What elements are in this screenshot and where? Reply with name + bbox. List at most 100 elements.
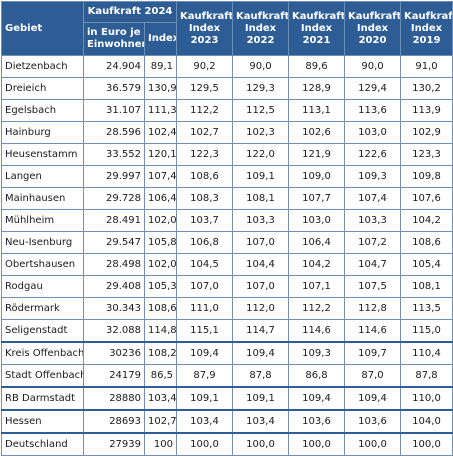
- cell-index-2023: 107,0: [176, 275, 233, 298]
- header-kaufkraft-2024: Kaufkraft 2024: [83, 1, 177, 23]
- cell-index-2023: 90,2: [176, 55, 233, 78]
- cell-index-2021: 128,9: [288, 77, 345, 100]
- header-index-2023: Kaufkraft-Index 2023: [176, 1, 233, 56]
- header-index-2019: Kaufkraft-Index 2019: [400, 1, 453, 56]
- cell-index: 105,3: [144, 275, 177, 298]
- cell-index-2020: 129,4: [344, 77, 401, 100]
- cell-index-2023: 103,4: [176, 409, 233, 434]
- cell-index: 114,8: [144, 319, 177, 343]
- cell-index-2021: 109,3: [288, 341, 345, 365]
- cell-gebiet: Heusenstamm: [1, 143, 84, 166]
- table-row: Langen 29.997 107,4 108,6 109,1 109,0 109,3 109…: [1, 165, 453, 188]
- cell-index-2023: 109,4: [176, 341, 233, 365]
- cell-index: 108,6: [144, 297, 177, 320]
- cell-index-2020: 103,0: [344, 121, 401, 144]
- cell-index-2023: 108,3: [176, 187, 233, 210]
- cell-index-2022: 112,5: [232, 99, 289, 122]
- cell-index: 100: [144, 432, 177, 456]
- cell-gebiet: Rödermark: [1, 297, 84, 320]
- cell-index-2021: 100,0: [288, 432, 345, 456]
- cell-index-2019: 102,9: [400, 121, 453, 144]
- cell-index-2021: 114,6: [288, 319, 345, 343]
- cell-index: 102,0: [144, 253, 177, 276]
- cell-gebiet: Rodgau: [1, 275, 84, 298]
- cell-index: 103,4: [144, 386, 177, 411]
- cell-index-2022: 102,3: [232, 121, 289, 144]
- cell-gebiet: Hessen: [1, 409, 84, 434]
- table-row: Neu-Isenburg 29.547 105,8 106,8 107,0 106,4 10…: [1, 231, 453, 254]
- cell-euro: 28.498: [83, 253, 145, 276]
- cell-index-2019: 107,6: [400, 187, 453, 210]
- cell-index-2022: 87,8: [232, 364, 289, 388]
- table-row: Dietzenbach 24.904 89,1 90,2 90,0 89,6 90,0 91,…: [1, 55, 453, 78]
- cell-index-2022: 109,1: [232, 165, 289, 188]
- cell-index-2021: 109,4: [288, 386, 345, 411]
- cell-index-2023: 112,2: [176, 99, 233, 122]
- header-gebiet: Gebiet: [1, 1, 84, 56]
- header-index-2022: Kaufkraft-Index 2022: [232, 1, 289, 56]
- cell-index-2022: 100,0: [232, 432, 289, 456]
- cell-index-2021: 109,0: [288, 165, 345, 188]
- cell-index: 107,4: [144, 165, 177, 188]
- cell-index: 89,1: [144, 55, 177, 78]
- cell-index-2019: 113,9: [400, 99, 453, 122]
- table-body: Dietzenbach 24.904 89,1 90,2 90,0 89,6 90,0 91,…: [1, 55, 453, 456]
- cell-index-2023: 103,7: [176, 209, 233, 232]
- cell-index-2019: 110,0: [400, 386, 453, 411]
- cell-index-2023: 100,0: [176, 432, 233, 456]
- cell-index-2023: 87,9: [176, 364, 233, 388]
- cell-index-2023: 104,5: [176, 253, 233, 276]
- header-index-2021: Kaufkraft-Index 2021: [288, 1, 345, 56]
- cell-index-2021: 106,4: [288, 231, 345, 254]
- cell-euro: 24179: [83, 364, 145, 388]
- cell-gebiet: RB Darmstadt: [1, 386, 84, 411]
- table-row: Rödermark 30.343 108,6 111,0 112,0 112,2 112,8…: [1, 297, 453, 320]
- cell-index-2021: 104,2: [288, 253, 345, 276]
- cell-index-2022: 107,0: [232, 231, 289, 254]
- cell-index-2021: 103,6: [288, 409, 345, 434]
- cell-euro: 32.088: [83, 319, 145, 343]
- cell-euro: 28880: [83, 386, 145, 411]
- cell-index: 108,2: [144, 341, 177, 365]
- cell-index: 105,8: [144, 231, 177, 254]
- cell-index-2022: 103,3: [232, 209, 289, 232]
- cell-index-2020: 103,3: [344, 209, 401, 232]
- table-row: RB Darmstadt 28880 103,4 109,1 109,1 109,4 109…: [1, 386, 453, 411]
- table-row: Dreieich 36.579 130,9 129,5 129,3 128,9 129,4 1…: [1, 77, 453, 100]
- cell-index-2022: 122,0: [232, 143, 289, 166]
- cell-index-2019: 91,0: [400, 55, 453, 78]
- cell-index-2023: 109,1: [176, 386, 233, 411]
- cell-index-2019: 109,8: [400, 165, 453, 188]
- cell-index-2020: 87,0: [344, 364, 401, 388]
- cell-gebiet: Kreis Offenbach: [1, 341, 84, 365]
- cell-index-2020: 107,2: [344, 231, 401, 254]
- table-row: Mainhausen 29.728 106,4 108,3 108,1 107,7 107,…: [1, 187, 453, 210]
- cell-index-2023: 122,3: [176, 143, 233, 166]
- cell-gebiet: Neu-Isenburg: [1, 231, 84, 254]
- cell-index-2019: 123,3: [400, 143, 453, 166]
- cell-index: 102,0: [144, 209, 177, 232]
- cell-index-2019: 87,8: [400, 364, 453, 388]
- cell-index-2022: 90,0: [232, 55, 289, 78]
- cell-gebiet: Mainhausen: [1, 187, 84, 210]
- cell-euro: 28.596: [83, 121, 145, 144]
- table-row: Hessen 28693 102,7 103,4 103,4 103,6 103,6 104,…: [1, 409, 453, 434]
- table-row: Kreis Offenbach 30236 108,2 109,4 109,4 109,3…: [1, 341, 453, 365]
- cell-index-2020: 100,0: [344, 432, 401, 456]
- cell-euro: 29.547: [83, 231, 145, 254]
- cell-index-2019: 130,2: [400, 77, 453, 100]
- cell-index-2022: 114,7: [232, 319, 289, 343]
- cell-index-2020: 107,5: [344, 275, 401, 298]
- table-row: Seligenstadt 32.088 114,8 115,1 114,7 114,6 11…: [1, 319, 453, 343]
- cell-index: 130,9: [144, 77, 177, 100]
- cell-index-2020: 107,4: [344, 187, 401, 210]
- cell-euro: 29.997: [83, 165, 145, 188]
- cell-index-2020: 113,6: [344, 99, 401, 122]
- cell-index-2019: 104,2: [400, 209, 453, 232]
- cell-index-2021: 113,1: [288, 99, 345, 122]
- cell-gebiet: Langen: [1, 165, 84, 188]
- cell-index-2023: 108,6: [176, 165, 233, 188]
- cell-euro: 24.904: [83, 55, 145, 78]
- cell-gebiet: Mühlheim: [1, 209, 84, 232]
- cell-index: 86,5: [144, 364, 177, 388]
